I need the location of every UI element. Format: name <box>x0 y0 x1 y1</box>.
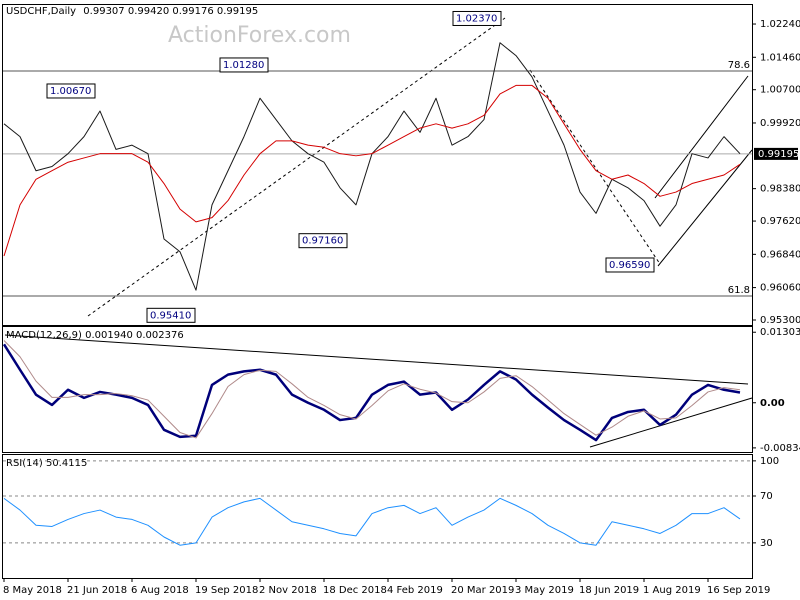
rsi-title: RSI(14) 50.4115 <box>6 458 87 469</box>
annotation-label: 0.95410 <box>150 310 191 321</box>
y-tick-label: 30 <box>760 538 773 549</box>
y-tick-label: 0.013034 <box>760 327 800 338</box>
y-tick-label: 0.96840 <box>760 249 800 260</box>
annotation-box <box>46 83 96 99</box>
annotation-label: 1.00670 <box>50 86 91 97</box>
chart-title: USDCHF,Daily 0.99307 0.99420 0.99176 0.9… <box>6 6 258 17</box>
y-tick-label: 1.01460 <box>760 52 800 63</box>
trendlines <box>4 17 753 448</box>
y-tick-label: 0.97620 <box>760 216 800 227</box>
rsi-frame <box>2 454 753 579</box>
x-tick-label: 21 Jun 2018 <box>67 585 127 596</box>
macd-frame <box>2 326 753 453</box>
series-line <box>2 343 741 442</box>
annotation-box <box>605 257 655 273</box>
series-line <box>3 497 741 546</box>
channel-line <box>657 149 753 267</box>
annotation-label: 0.96590 <box>609 260 650 271</box>
macd-title: MACD(12,26,9) 0.001940 0.002376 <box>6 330 184 341</box>
y-tick-label: -0.00834 <box>760 443 800 454</box>
symbol: USDCHF,Daily <box>6 6 76 17</box>
panel-frames <box>2 4 753 579</box>
series-line <box>3 84 741 257</box>
x-tick-label: 8 May 2018 <box>3 585 62 596</box>
x-tick-label: 16 Sep 2019 <box>707 585 770 596</box>
x-tick-label: 4 Feb 2019 <box>387 585 443 596</box>
last-price-label: 0.99195 <box>758 149 799 160</box>
x-tick-label: 18 Dec 2018 <box>323 585 387 596</box>
y-tick-label: 0.98380 <box>760 184 800 195</box>
x-tick-label: 19 Sep 2018 <box>195 585 258 596</box>
y-tick-label: 0.95300 <box>760 315 800 326</box>
ohlc-values: 0.99307 0.99420 0.99176 0.99195 <box>83 6 258 17</box>
trendline <box>87 17 506 317</box>
annotation-box <box>452 10 502 26</box>
macd-trendline <box>4 334 749 385</box>
y-tick-label: 0.00 <box>760 398 785 409</box>
annotation-box <box>298 233 348 249</box>
y-tick-label: 70 <box>760 491 773 502</box>
y-tick-label: 0.99920 <box>760 118 800 129</box>
y-tick-label: 1.00700 <box>760 85 800 96</box>
x-tick-label: 6 Aug 2018 <box>131 585 189 596</box>
y-tick-label: 0.96060 <box>760 283 800 294</box>
x-tick-label: 18 Jun 2019 <box>579 585 639 596</box>
annotation-label: 0.97160 <box>302 236 343 247</box>
x-tick-label: 2 Nov 2018 <box>259 585 317 596</box>
watermark: ActionForex.com <box>168 23 351 48</box>
channel-line <box>654 75 749 199</box>
annotation-label: 1.02370 <box>456 13 497 24</box>
price-frame <box>2 4 753 326</box>
trendline <box>529 69 661 265</box>
last-price-box <box>754 147 798 160</box>
x-tick-label: 20 Mar 2019 <box>451 585 514 596</box>
y-tick-label: 1.02240 <box>760 19 800 30</box>
macd-trendline <box>589 397 753 448</box>
y-tick-label: 100 <box>760 456 779 467</box>
x-tick-label: 3 May 2019 <box>515 585 574 596</box>
series-line <box>3 340 741 439</box>
fib-label: 61.8 <box>728 285 750 296</box>
annotation-box <box>219 57 269 73</box>
fib-label: 78.6 <box>728 60 750 71</box>
annotation-box <box>146 307 196 323</box>
annotation-label: 1.01280 <box>223 60 264 71</box>
x-tick-label: 1 Aug 2019 <box>643 585 701 596</box>
